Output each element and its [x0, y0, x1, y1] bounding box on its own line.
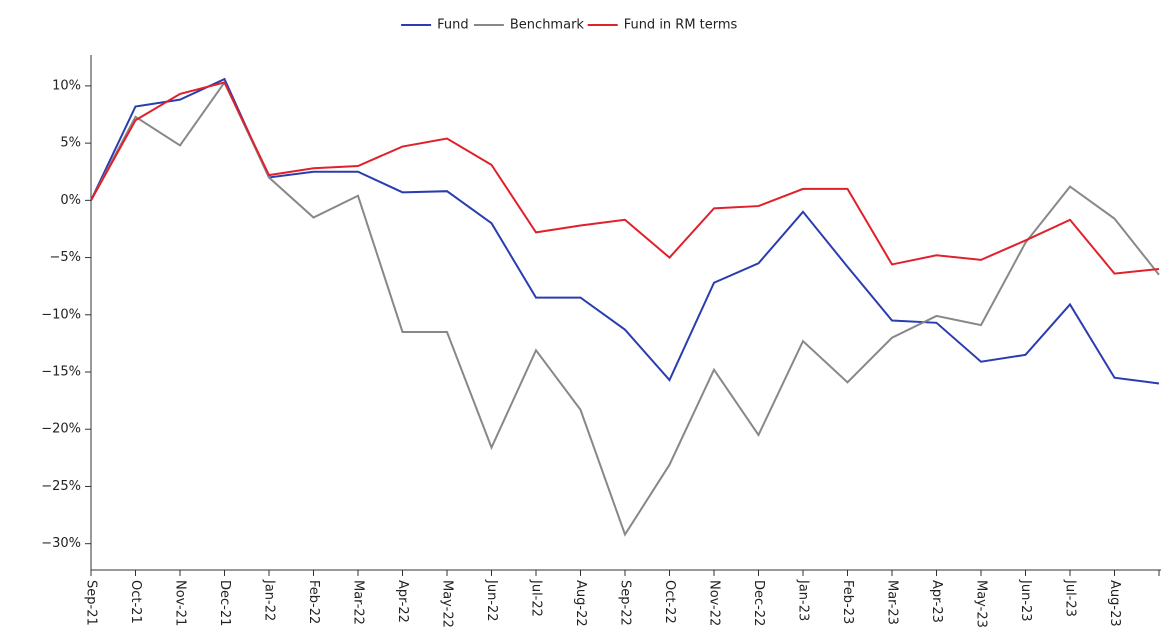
- x-tick-label: Jun-23: [1018, 579, 1033, 622]
- y-tick-label: 10%: [52, 78, 81, 93]
- y-tick-label: 0%: [60, 193, 81, 208]
- y-tick-label: 5%: [60, 136, 81, 151]
- x-tick-label: Feb-23: [840, 580, 855, 624]
- y-tick-label: −10%: [41, 307, 81, 322]
- y-tick-label: −30%: [41, 536, 81, 551]
- x-tick-label: Nov-22: [707, 580, 722, 626]
- x-tick-label: Sep-21: [84, 580, 99, 626]
- x-tick-label: Aug-23: [1107, 580, 1122, 627]
- x-tick-label: Jan-23: [796, 579, 811, 621]
- x-tick-label: Apr-23: [929, 580, 944, 623]
- x-tick-label: Nov-21: [173, 580, 188, 626]
- x-tick-label: Feb-22: [306, 580, 321, 624]
- series-line: [90, 81, 1160, 275]
- x-tick-label: Oct-22: [662, 580, 677, 624]
- x-tick-label: Aug-22: [573, 580, 588, 627]
- x-tick-label: May-23: [974, 580, 989, 628]
- x-tick-label: Oct-21: [128, 580, 143, 624]
- x-tick-label: Dec-22: [751, 580, 766, 626]
- x-tick-label: Apr-22: [395, 580, 410, 623]
- x-tick-label: May-22: [440, 580, 455, 628]
- x-tick-label: Mar-23: [885, 580, 900, 625]
- legend-label: Fund in RM terms: [624, 18, 738, 33]
- legend-label: Fund: [437, 18, 469, 33]
- y-tick-label: −20%: [41, 422, 81, 437]
- x-tick-label: Jun-22: [484, 579, 499, 622]
- x-tick-label: Jul-23: [1063, 579, 1078, 617]
- x-tick-label: Dec-21: [217, 580, 232, 626]
- y-tick-label: −15%: [41, 365, 81, 380]
- x-tick-label: Mar-22: [351, 580, 366, 625]
- x-tick-label: Sep-22: [618, 580, 633, 626]
- series-line: [90, 77, 1160, 385]
- x-tick-label: Jan-22: [262, 579, 277, 621]
- series-line: [90, 80, 1160, 537]
- y-tick-label: −25%: [41, 479, 81, 494]
- y-tick-label: −5%: [49, 250, 81, 265]
- legend-label: Benchmark: [510, 18, 585, 33]
- x-tick-label: Jul-22: [529, 579, 544, 617]
